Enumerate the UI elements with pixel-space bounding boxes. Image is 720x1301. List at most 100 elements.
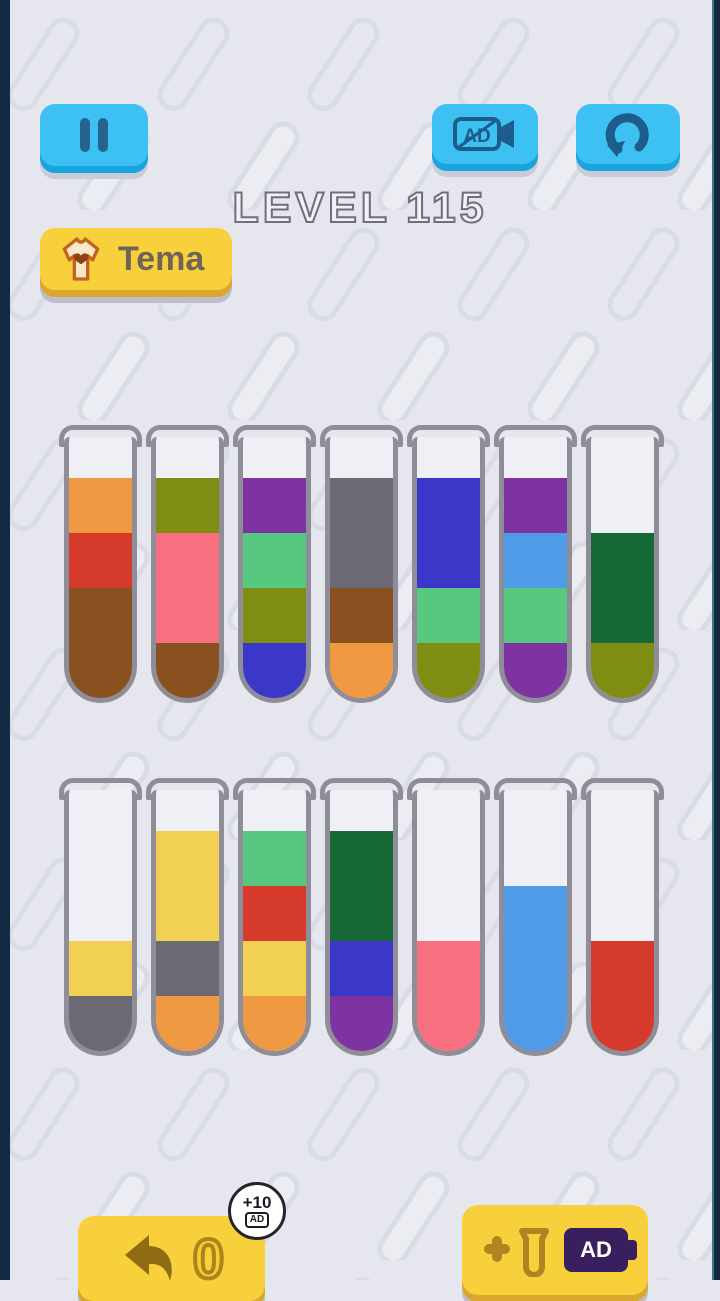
tube-r1-7[interactable] [580,425,664,703]
liquid-segment-pink [416,996,480,1051]
tube-rim [145,778,229,800]
liquid-stack [416,830,480,1051]
liquid-segment-orange [68,478,132,533]
liquid-segment-sky [503,941,567,996]
liquid-segment-gray [329,533,393,588]
tube-rim [319,425,403,447]
undo-arrow-icon [124,1234,172,1281]
badge-bonus-label: +10 [242,1193,272,1212]
liquid-stack [503,830,567,1051]
liquid-stack [155,830,219,1051]
liquid-segment-brown [68,643,132,698]
liquid-stack [155,477,219,698]
tube-rim [319,778,403,800]
liquid-segment-gray [329,478,393,533]
liquid-segment-gray [155,941,219,996]
tube-r2-7[interactable] [580,778,664,1056]
tube-row-top [10,425,712,703]
tube-rim [58,425,142,447]
liquid-stack [590,830,654,1051]
liquid-segment-blue [329,941,393,996]
liquid-stack [242,830,306,1051]
liquid-segment-red [68,533,132,588]
tube-rim [493,778,577,800]
liquid-segment-pink [155,533,219,588]
liquid-segment-pink [416,941,480,996]
liquid-segment-olive [155,478,219,533]
liquid-segment-sky [503,533,567,588]
theme-button[interactable]: Tema [40,228,232,290]
tube-r2-5[interactable] [406,778,490,1056]
liquid-stack [68,830,132,1051]
liquid-segment-orange [155,996,219,1051]
theme-button-label: Tema [118,239,205,278]
tube-r2-3[interactable] [232,778,316,1056]
liquid-segment-purple [503,643,567,698]
liquid-segment-darkgreen [590,533,654,588]
liquid-segment-sky [503,996,567,1051]
liquid-segment-olive [416,643,480,698]
tube-r1-6[interactable] [493,425,577,703]
liquid-segment-yellow [155,831,219,886]
liquid-segment-red [590,941,654,996]
liquid-stack [503,477,567,698]
level-title: LEVEL 115 [231,183,488,233]
tube-rim [406,425,490,447]
tube-r1-5[interactable] [406,425,490,703]
badge-ad-label: AD [244,1212,270,1228]
tube-r2-2[interactable] [145,778,229,1056]
liquid-segment-olive [590,643,654,698]
liquid-stack [329,830,393,1051]
liquid-segment-mint [242,831,306,886]
tube-r1-4[interactable] [319,425,403,703]
tube-rim [493,425,577,447]
restart-button[interactable] [576,104,680,164]
tube-rim [580,778,664,800]
liquid-stack [68,477,132,698]
liquid-segment-blue [416,533,480,588]
liquid-segment-blue [242,643,306,698]
tube-r1-3[interactable] [232,425,316,703]
liquid-segment-red [590,996,654,1051]
plus-tube-icon [484,1228,549,1277]
liquid-segment-purple [503,478,567,533]
liquid-stack [416,477,480,698]
liquid-segment-yellow [68,941,132,996]
liquid-segment-darkgreen [329,886,393,941]
tube-rim [580,425,664,447]
liquid-segment-mint [242,533,306,588]
pause-button[interactable] [40,104,148,166]
ad-video-camera-icon: AD [453,117,514,151]
tshirt-theme-icon [62,237,100,281]
liquid-segment-orange [242,996,306,1051]
tube-r2-1[interactable] [58,778,142,1056]
liquid-stack [242,477,306,698]
liquid-segment-orange [329,643,393,698]
tube-rim [232,778,316,800]
liquid-segment-darkgreen [590,588,654,643]
tube-row-bottom [10,778,712,1056]
liquid-segment-blue [416,478,480,533]
liquid-segment-purple [242,478,306,533]
undo-reward-badge[interactable]: +10 AD [228,1182,286,1240]
liquid-stack [590,477,654,698]
tube-r1-2[interactable] [145,425,229,703]
liquid-segment-brown [155,643,219,698]
tube-r2-4[interactable] [319,778,403,1056]
add-tube-button[interactable]: AD [462,1205,648,1295]
undo-count: 0 [191,1226,226,1290]
liquid-segment-darkgreen [329,831,393,886]
liquid-segment-brown [329,588,393,643]
screen-edge-left [0,0,10,1280]
tube-rim [145,425,229,447]
liquid-segment-mint [503,588,567,643]
tube-r2-6[interactable] [493,778,577,1056]
liquid-segment-olive [242,588,306,643]
tube-r1-1[interactable] [58,425,142,703]
liquid-segment-purple [329,996,393,1051]
ad-video-button[interactable]: AD [432,104,538,164]
tube-rim [58,778,142,800]
liquid-segment-gray [68,996,132,1051]
liquid-segment-sky [503,886,567,941]
liquid-segment-yellow [155,886,219,941]
